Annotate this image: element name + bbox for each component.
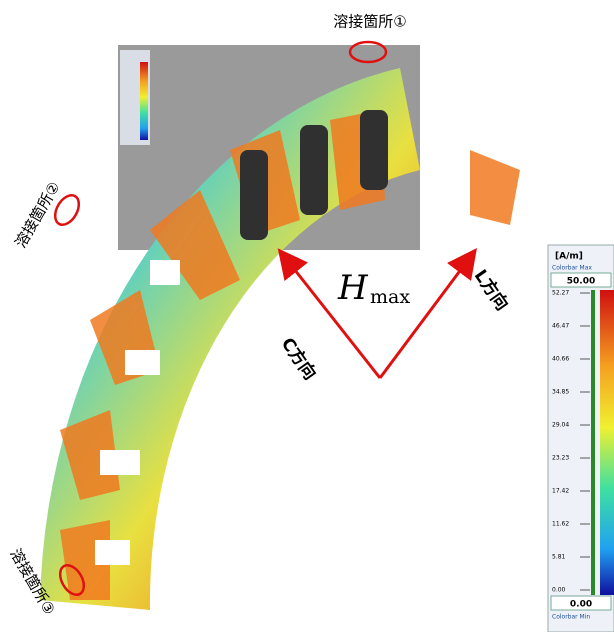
- photo-colorbar-gradient: [140, 62, 148, 140]
- colorbar-tick-label: 23.23: [552, 455, 569, 462]
- colorbar-tick-label: 11.62: [552, 521, 569, 528]
- colorbar-tick-label: 52.27: [552, 290, 569, 297]
- colorbar-slider: [591, 290, 595, 595]
- weld-label-1: 溶接箇所①: [333, 13, 406, 31]
- l-arrow: [380, 260, 468, 378]
- h-subscript: max: [370, 286, 410, 308]
- c-direction: C方向: [277, 334, 321, 384]
- colorbar-tick-label: 29.04: [552, 422, 569, 429]
- colorbar-tick-label: 40.66: [552, 356, 569, 363]
- colorbar-min-value: 0.00: [570, 600, 592, 610]
- h-symbol: H: [337, 268, 369, 308]
- colorbar-max-value: 50.00: [567, 277, 595, 287]
- colorbar-panel: [A/m] Colorbar Max 50.00 0.00 Colorbar M…: [548, 245, 614, 632]
- colorbar-tick-label: 17.42: [552, 488, 569, 495]
- l-direction: L方向: [470, 266, 513, 315]
- colorbar-unit: [A/m]: [555, 252, 583, 262]
- colorbar-min-title: Colorbar Min: [552, 614, 590, 621]
- colorbar-gradient: [600, 290, 614, 595]
- colorbar-tick-label: 34.85: [552, 389, 569, 396]
- colorbar-tick-label: 0.00: [552, 587, 566, 594]
- figure: 溶接箇所① 溶接箇所② 溶接箇所③ L方向 C方向 H max [A/m] Co…: [0, 0, 614, 632]
- colorbar-tick-label: 46.47: [552, 323, 569, 330]
- colorbar-max-title: Colorbar Max: [552, 265, 592, 272]
- colorbar-tick-label: 5.81: [552, 554, 566, 561]
